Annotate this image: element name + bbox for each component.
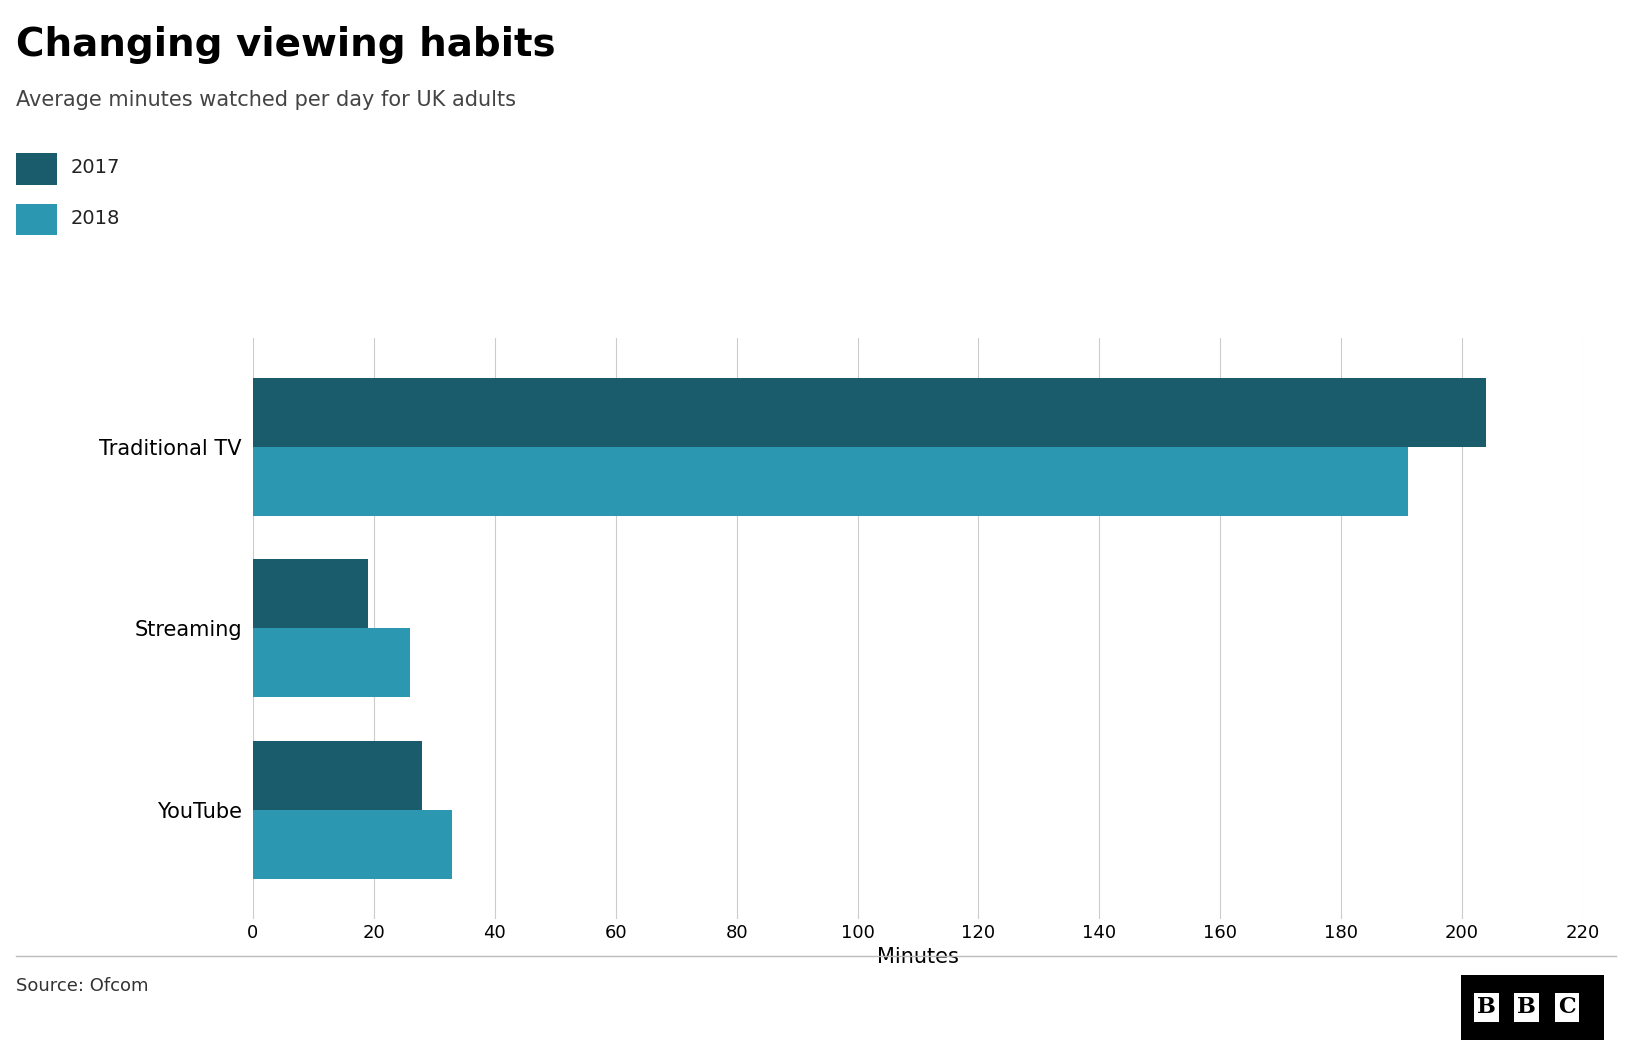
Bar: [253, 810, 452, 879]
Text: C: C: [1559, 997, 1577, 1018]
Bar: [253, 628, 410, 697]
Text: Average minutes watched per day for UK adults: Average minutes watched per day for UK a…: [16, 90, 516, 110]
Bar: [253, 560, 367, 628]
X-axis label: Minutes: Minutes: [876, 947, 960, 967]
Text: Source: Ofcom: Source: Ofcom: [16, 977, 149, 995]
Bar: [253, 741, 423, 810]
Text: 2017: 2017: [70, 158, 119, 177]
Text: 2018: 2018: [70, 209, 119, 228]
Text: Changing viewing habits: Changing viewing habits: [16, 26, 557, 64]
Bar: [253, 447, 1408, 515]
Bar: [253, 378, 1487, 447]
Text: B: B: [1518, 997, 1536, 1018]
Text: B: B: [1477, 997, 1497, 1018]
